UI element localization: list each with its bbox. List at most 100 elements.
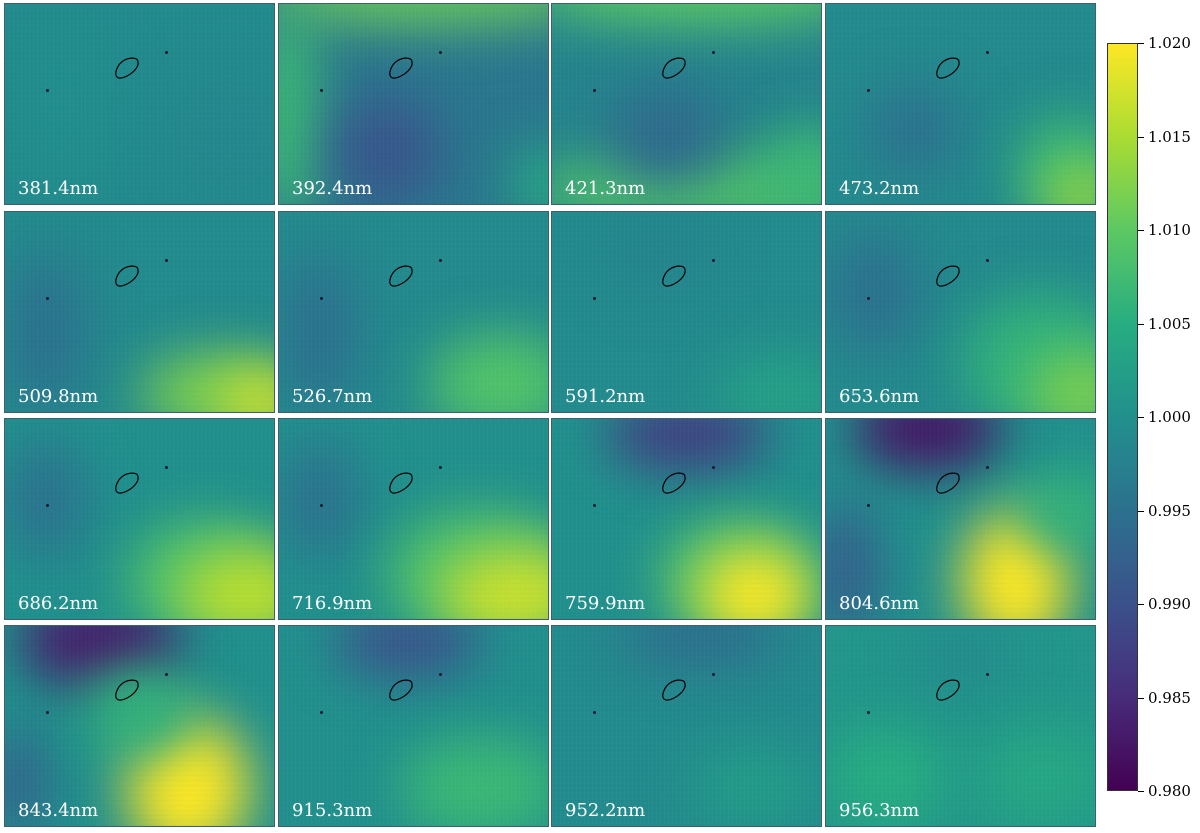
region-contour bbox=[936, 57, 960, 79]
colorbar-tick-label: 1.020 bbox=[1148, 34, 1191, 52]
colorbar-tick-mark bbox=[1138, 324, 1144, 325]
heatmap-panel: 686.2nm bbox=[4, 418, 275, 620]
heatmap-panel: 915.3nm bbox=[278, 625, 549, 827]
pixel-defect-dot bbox=[320, 711, 323, 714]
heatmap-region bbox=[975, 727, 1095, 826]
region-contour bbox=[115, 472, 139, 494]
heatmap-region bbox=[5, 4, 114, 204]
region-contour bbox=[389, 265, 413, 287]
heatmap-panel: 392.4nm bbox=[278, 3, 549, 205]
heatmap-region bbox=[606, 419, 769, 470]
pixel-defect-dot bbox=[712, 51, 715, 54]
pixel-defect-dot bbox=[46, 711, 49, 714]
heatmap-panel: 956.3nm bbox=[825, 625, 1096, 827]
region-contour bbox=[662, 57, 686, 79]
region-contour bbox=[115, 57, 139, 79]
wavelength-label: 381.4nm bbox=[18, 178, 99, 199]
heatmap-panel: 381.4nm bbox=[4, 3, 275, 205]
colorbar-tick-label: 1.000 bbox=[1148, 408, 1191, 426]
wavelength-label: 915.3nm bbox=[292, 800, 373, 821]
region-contour bbox=[662, 472, 686, 494]
pixel-defect-dot bbox=[593, 504, 596, 507]
heatmap-region bbox=[1015, 469, 1095, 551]
pixel-defect-dot bbox=[986, 51, 989, 54]
wavelength-label: 591.2nm bbox=[565, 386, 646, 407]
texture-overlay bbox=[5, 4, 274, 204]
pixel-defect-dot bbox=[165, 259, 168, 262]
heatmap-panel: 421.3nm bbox=[551, 3, 822, 205]
colorbar-tick-mark bbox=[1138, 698, 1144, 699]
colorbar-tick-label: 1.005 bbox=[1148, 315, 1191, 333]
wavelength-label: 843.4nm bbox=[18, 800, 99, 821]
pixel-defect-dot bbox=[165, 51, 168, 54]
wavelength-label: 956.3nm bbox=[839, 800, 920, 821]
colorbar-tick-mark bbox=[1138, 604, 1144, 605]
region-contour bbox=[936, 679, 960, 701]
heatmap-region bbox=[907, 626, 1016, 687]
heatmap-region bbox=[279, 439, 361, 561]
colorbar-tick-mark bbox=[1138, 43, 1144, 44]
heatmap-region bbox=[333, 94, 442, 204]
heatmap-region bbox=[606, 84, 729, 186]
pixel-defect-dot bbox=[986, 259, 989, 262]
wavelength-label: 509.8nm bbox=[18, 386, 99, 407]
pixel-defect-dot bbox=[165, 673, 168, 676]
texture-overlay bbox=[552, 419, 821, 619]
heatmap-region bbox=[606, 212, 715, 293]
colorbar-tick-mark bbox=[1138, 791, 1144, 792]
region-contour bbox=[936, 472, 960, 494]
wavelength-label: 686.2nm bbox=[18, 593, 99, 614]
heatmap-region bbox=[5, 439, 87, 561]
pixel-defect-dot bbox=[712, 466, 715, 469]
heatmap-region bbox=[279, 252, 361, 412]
pixel-defect-dot bbox=[320, 89, 323, 92]
wavelength-label: 473.2nm bbox=[839, 178, 920, 199]
colorbar-tick-label: 0.995 bbox=[1148, 502, 1191, 520]
texture-overlay bbox=[5, 212, 274, 412]
pixel-defect-dot bbox=[593, 711, 596, 714]
heatmap-panel: 509.8nm bbox=[4, 211, 275, 413]
texture-overlay bbox=[279, 626, 548, 826]
heatmap-region bbox=[687, 747, 821, 826]
colorbar-tick-mark bbox=[1138, 230, 1144, 231]
colorbar-tick-label: 0.990 bbox=[1148, 595, 1191, 613]
wavelength-label: 526.7nm bbox=[292, 386, 373, 407]
pixel-defect-dot bbox=[320, 297, 323, 300]
pixel-defect-dot bbox=[712, 673, 715, 676]
heatmap-panel: 716.9nm bbox=[278, 418, 549, 620]
texture-overlay bbox=[826, 4, 1095, 204]
pixel-defect-dot bbox=[867, 711, 870, 714]
wavelength-label: 421.3nm bbox=[565, 178, 646, 199]
region-contour bbox=[389, 679, 413, 701]
region-contour bbox=[936, 265, 960, 287]
heatmap-panel: 804.6nm bbox=[825, 418, 1096, 620]
texture-overlay bbox=[826, 419, 1095, 619]
heatmap-region bbox=[866, 84, 962, 176]
pixel-defect-dot bbox=[593, 89, 596, 92]
texture-overlay bbox=[826, 212, 1095, 412]
colorbar-tick-mark bbox=[1138, 417, 1144, 418]
heatmap-region bbox=[400, 737, 548, 826]
region-contour bbox=[662, 265, 686, 287]
heatmap-panel: 759.9nm bbox=[551, 418, 822, 620]
wavelength-label: 804.6nm bbox=[839, 593, 920, 614]
heatmap-region bbox=[86, 666, 195, 758]
heatmap-panel: 653.6nm bbox=[825, 211, 1096, 413]
heatmap-panel: 952.2nm bbox=[551, 625, 822, 827]
pixel-defect-dot bbox=[986, 466, 989, 469]
heatmap-region bbox=[826, 232, 921, 354]
pixel-defect-dot bbox=[439, 673, 442, 676]
heatmap-region bbox=[701, 550, 810, 619]
heatmap-region bbox=[5, 252, 87, 412]
pixel-defect-dot bbox=[593, 297, 596, 300]
heatmap-region bbox=[826, 727, 948, 826]
colorbar-tick-label: 1.015 bbox=[1148, 128, 1191, 146]
colorbar bbox=[1107, 43, 1138, 791]
heatmap-region bbox=[552, 4, 821, 25]
wavelength-label: 392.4nm bbox=[292, 178, 373, 199]
texture-overlay bbox=[279, 419, 548, 619]
texture-overlay bbox=[5, 626, 274, 826]
pixel-defect-dot bbox=[320, 504, 323, 507]
colorbar-tick-label: 0.985 bbox=[1148, 689, 1191, 707]
